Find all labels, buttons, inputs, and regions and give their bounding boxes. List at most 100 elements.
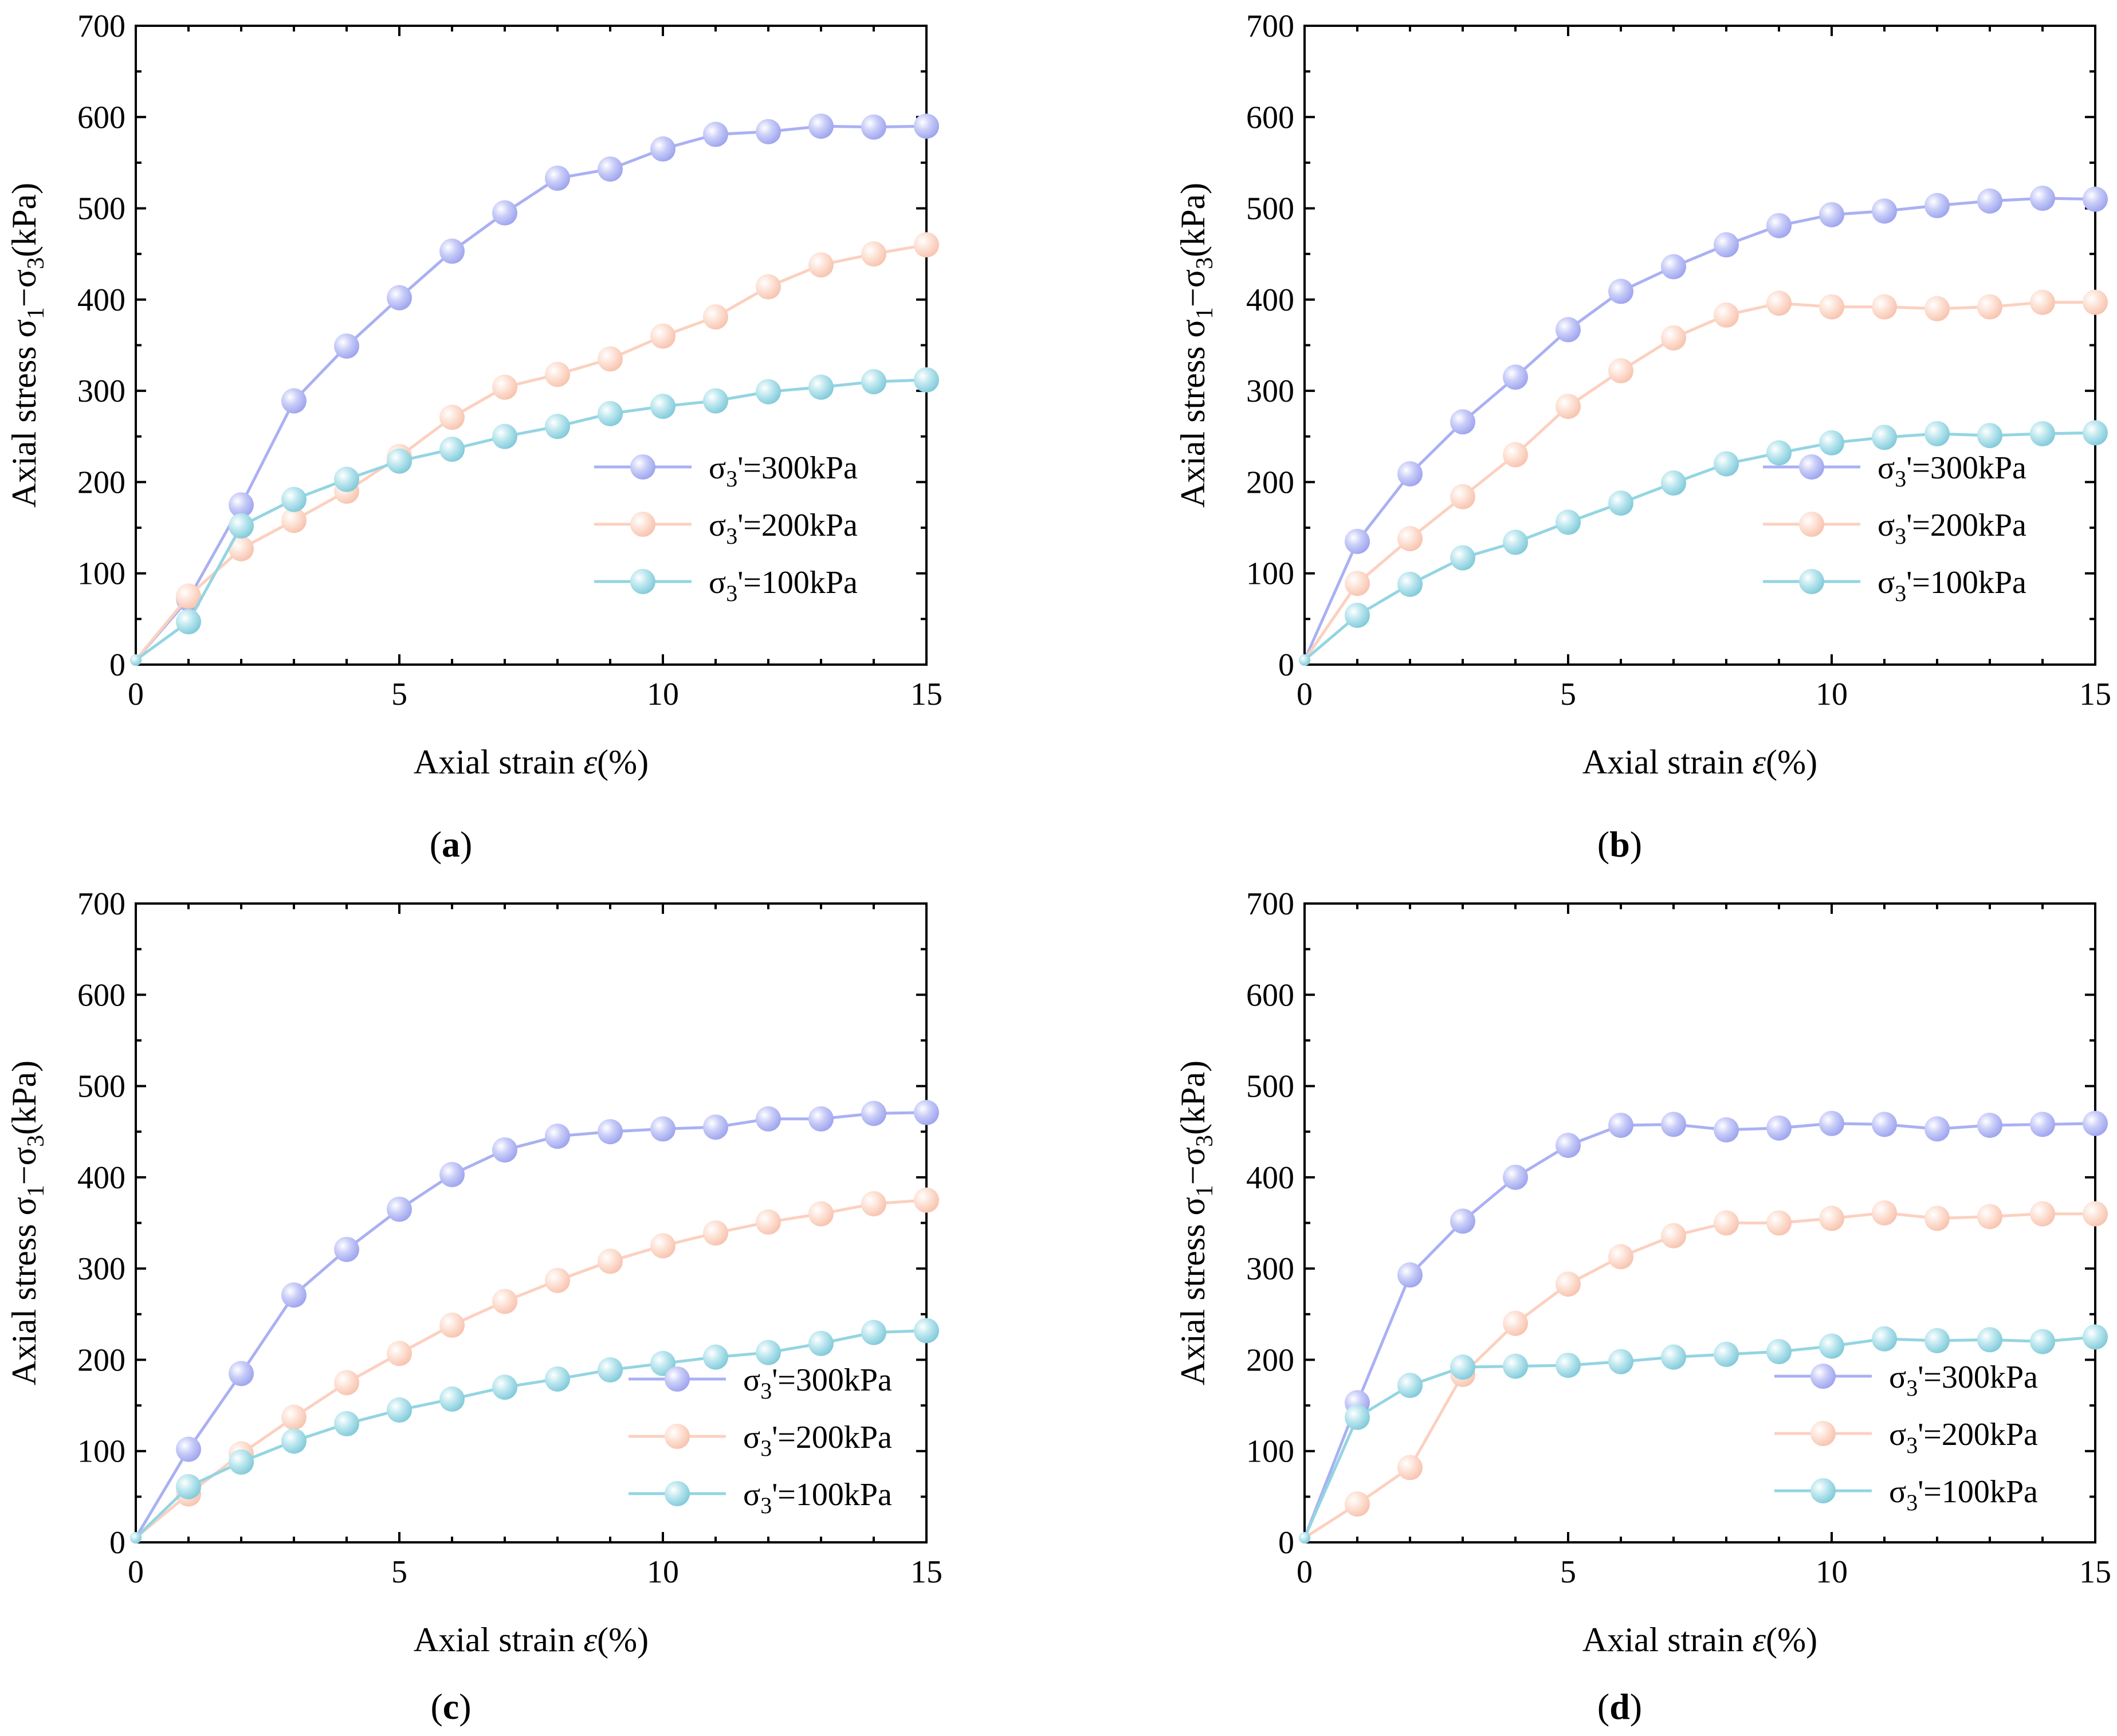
data-point (492, 423, 517, 449)
data-point (1977, 294, 2002, 320)
data-point (1766, 1210, 1792, 1236)
data-point (229, 492, 254, 518)
y-tick-label: 400 (1246, 282, 1294, 318)
series-line-s200 (1303, 1211, 2095, 1539)
data-point (1872, 294, 1897, 320)
data-point (2030, 1201, 2055, 1227)
data-point (861, 369, 886, 395)
data-point (281, 388, 307, 414)
series-line-s100 (135, 378, 927, 662)
data-point (861, 1191, 886, 1217)
x-tick-label: 0 (1297, 677, 1313, 712)
data-point (176, 609, 201, 635)
x-axis-title: Axial strain ε(%) (414, 1621, 649, 1659)
legend-marker (1799, 569, 1824, 594)
data-point (2030, 186, 2055, 211)
data-point (281, 1282, 307, 1308)
data-point (1766, 290, 1792, 316)
data-point (439, 437, 465, 462)
x-axis-title: Axial strain ε(%) (414, 743, 649, 781)
y-tick-label: 500 (77, 191, 125, 227)
data-point (545, 166, 570, 191)
data-point (650, 1116, 675, 1142)
data-point (492, 1289, 517, 1314)
panel-label: (c) (430, 1686, 471, 1727)
data-point (281, 508, 307, 533)
x-tick-label: 0 (128, 1554, 144, 1590)
data-point (1345, 1491, 1370, 1517)
legend-marker (1799, 454, 1824, 480)
data-point (1872, 1111, 1897, 1137)
data-point (1608, 278, 1633, 304)
data-point (703, 1220, 728, 1246)
data-point (1503, 529, 1528, 555)
data-point (1766, 1115, 1792, 1141)
y-tick-label: 700 (1246, 886, 1294, 922)
data-point (1714, 1341, 1739, 1367)
data-point (808, 1106, 834, 1132)
data-point (387, 285, 412, 311)
data-point (439, 1162, 465, 1188)
data-point (545, 1124, 570, 1149)
series-line-s300 (1303, 197, 2096, 661)
y-tick-label: 100 (77, 556, 125, 592)
data-point (1872, 1326, 1897, 1352)
x-tick-label: 5 (391, 677, 407, 712)
data-point (1397, 1262, 1423, 1288)
data-point (1397, 461, 1423, 487)
data-point (650, 136, 675, 162)
legend-marker (630, 512, 655, 537)
legend-marker (630, 569, 655, 594)
legend-label: σ3'=300kPa (1878, 450, 2026, 492)
data-point (1397, 1373, 1423, 1399)
data-point (1872, 198, 1897, 224)
data-point (1450, 409, 1475, 435)
data-point (492, 1137, 517, 1163)
y-tick-label: 500 (77, 1069, 125, 1105)
legend-label: σ3'=300kPa (743, 1362, 892, 1404)
data-point (1661, 1344, 1686, 1370)
data-point (281, 486, 307, 512)
legend-marker (1799, 512, 1824, 537)
data-point (914, 367, 939, 393)
data-point (598, 1357, 623, 1382)
series-line-s200 (135, 1199, 927, 1539)
legend-label: σ3'=200kPa (1878, 508, 2026, 549)
data-point (1556, 509, 1581, 535)
data-point (387, 448, 412, 474)
data-point (545, 1267, 570, 1293)
x-tick-label: 15 (910, 677, 942, 712)
data-point (1397, 526, 1423, 552)
data-point (387, 1196, 412, 1222)
y-tick-label: 200 (77, 1342, 125, 1378)
y-tick-label: 300 (1246, 1251, 1294, 1287)
data-point (1766, 440, 1792, 466)
legend-label: σ3'=100kPa (743, 1477, 892, 1518)
y-tick-label: 600 (77, 100, 125, 135)
y-tick-label: 600 (77, 977, 125, 1013)
x-axis-title: Axial strain ε(%) (1582, 1621, 1817, 1659)
x-tick-label: 15 (910, 1554, 942, 1590)
data-point (1608, 1349, 1633, 1374)
data-point (1714, 302, 1739, 328)
data-point (2083, 289, 2108, 315)
data-point (2030, 1329, 2055, 1354)
data-point (1503, 364, 1528, 390)
x-tick-label: 10 (647, 1554, 679, 1590)
data-point (1819, 294, 1844, 320)
data-point (1819, 202, 1844, 227)
data-point (1450, 1208, 1475, 1234)
y-tick-label: 100 (77, 1434, 125, 1470)
y-tick-label: 600 (1246, 977, 1294, 1013)
y-tick-label: 400 (77, 282, 125, 318)
data-point (1450, 545, 1475, 571)
data-point (1977, 188, 2002, 214)
legend-marker (1810, 1421, 1836, 1446)
data-point (1977, 423, 2002, 449)
data-point (176, 583, 201, 609)
data-point (1977, 1327, 2002, 1353)
data-point (1819, 1110, 1844, 1136)
data-point (1924, 421, 1950, 447)
data-point (1345, 528, 1370, 554)
data-point (439, 1386, 465, 1412)
